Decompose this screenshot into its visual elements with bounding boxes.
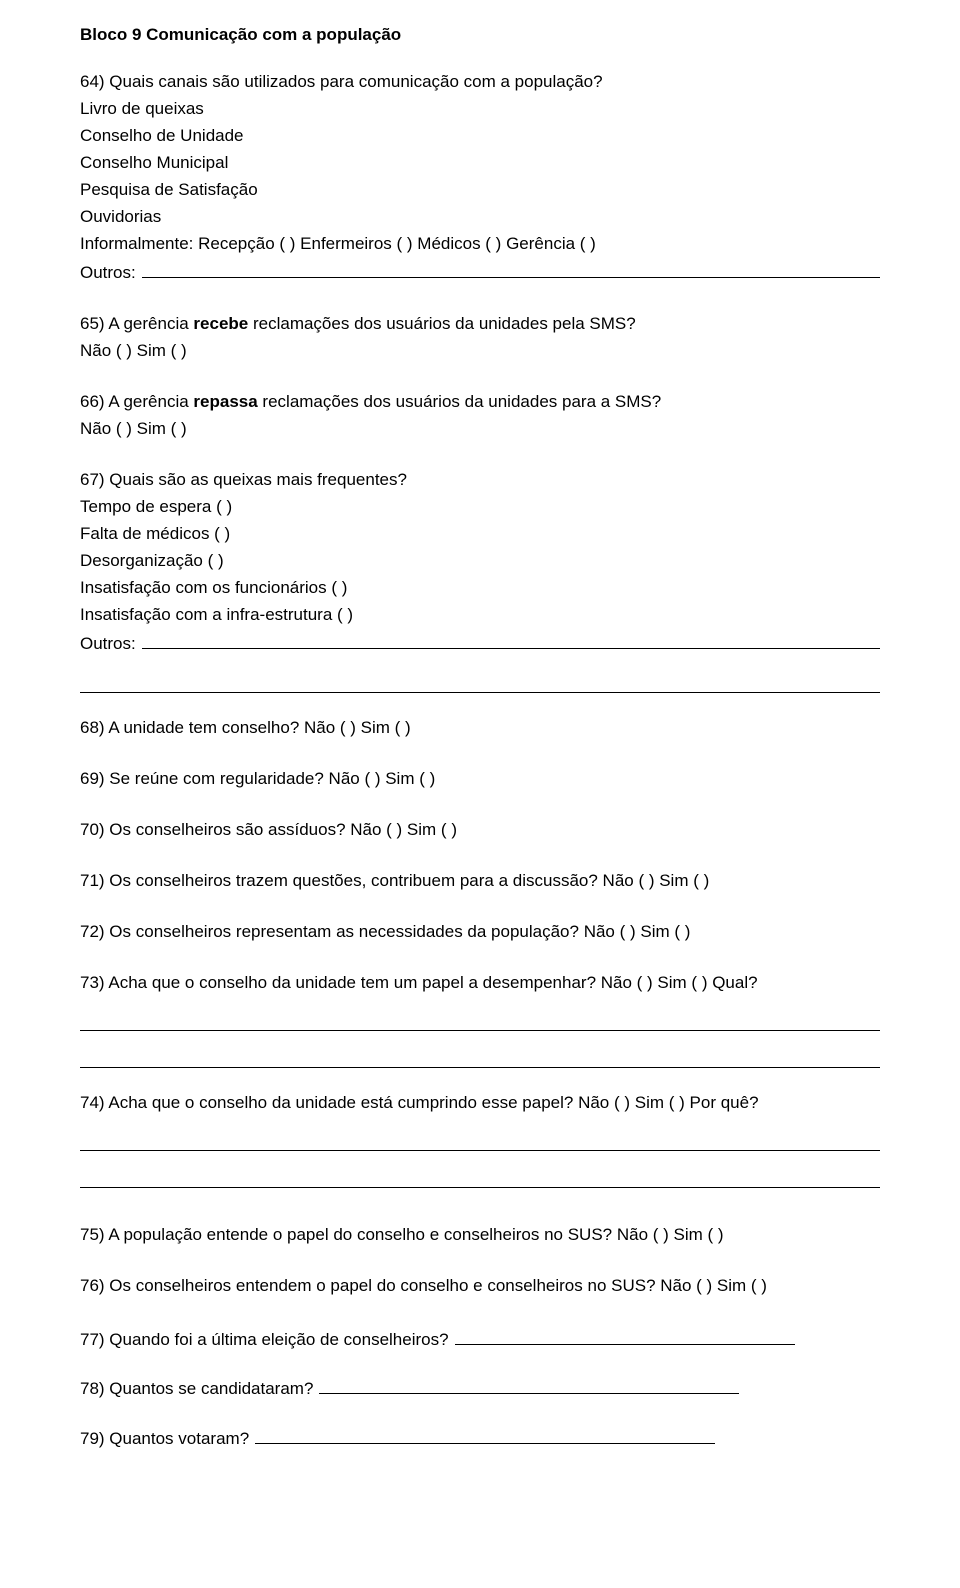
q66-post: reclamações dos usuários da unidades par… bbox=[258, 392, 662, 411]
q64-opt: Conselho Municipal bbox=[80, 152, 880, 175]
q78-row: 78) Quantos se candidataram? bbox=[80, 1376, 880, 1402]
q65-text: 65) A gerência recebe reclamações dos us… bbox=[80, 313, 880, 336]
outros-label: Outros: bbox=[80, 633, 142, 656]
q65-post: reclamações dos usuários da unidades pel… bbox=[248, 314, 635, 333]
blank-line bbox=[319, 1376, 739, 1395]
q67-opt: Insatisfação com a infra-estrutura ( ) bbox=[80, 604, 880, 627]
q78-text: 78) Quantos se candidataram? bbox=[80, 1378, 319, 1401]
q69-text: 69) Se reúne com regularidade? Não ( ) S… bbox=[80, 768, 880, 791]
q67-opt: Falta de médicos ( ) bbox=[80, 523, 880, 546]
blank-line bbox=[255, 1425, 715, 1444]
q64-text: 64) Quais canais são utilizados para com… bbox=[80, 71, 880, 94]
q64-outros: Outros: bbox=[80, 260, 880, 286]
q79-text: 79) Quantos votaram? bbox=[80, 1428, 255, 1451]
blank-line bbox=[80, 1049, 880, 1068]
q66-bold: repassa bbox=[193, 392, 257, 411]
bloco-title: Bloco 9 Comunicação com a população bbox=[80, 24, 880, 47]
blank-line bbox=[80, 1012, 880, 1031]
q79-row: 79) Quantos votaram? bbox=[80, 1425, 880, 1451]
q64-opt: Pesquisa de Satisfação bbox=[80, 179, 880, 202]
blank-line bbox=[80, 1133, 880, 1152]
q72-text: 72) Os conselheiros representam as neces… bbox=[80, 921, 880, 944]
q75-text: 75) A população entende o papel do conse… bbox=[80, 1224, 880, 1247]
blank-line bbox=[80, 674, 880, 693]
q74-text: 74) Acha que o conselho da unidade está … bbox=[80, 1092, 880, 1115]
q68-text: 68) A unidade tem conselho? Não ( ) Sim … bbox=[80, 717, 880, 740]
q66-text: 66) A gerência repassa reclamações dos u… bbox=[80, 391, 880, 414]
q65-bold: recebe bbox=[193, 314, 248, 333]
q67-text: 67) Quais são as queixas mais frequentes… bbox=[80, 469, 880, 492]
q67-opt: Insatisfação com os funcionários ( ) bbox=[80, 577, 880, 600]
q76-text: 76) Os conselheiros entendem o papel do … bbox=[80, 1275, 880, 1298]
q65-pre: 65) A gerência bbox=[80, 314, 193, 333]
outros-label: Outros: bbox=[80, 262, 142, 285]
q67-opt: Desorganização ( ) bbox=[80, 550, 880, 573]
q64-opt: Conselho de Unidade bbox=[80, 125, 880, 148]
blank-line bbox=[142, 260, 880, 279]
q70-text: 70) Os conselheiros são assíduos? Não ( … bbox=[80, 819, 880, 842]
q77-text: 77) Quando foi a última eleição de conse… bbox=[80, 1329, 455, 1352]
blank-line bbox=[455, 1326, 795, 1345]
q71-text: 71) Os conselheiros trazem questões, con… bbox=[80, 870, 880, 893]
q64-opt: Ouvidorias bbox=[80, 206, 880, 229]
q65-ans: Não ( ) Sim ( ) bbox=[80, 340, 880, 363]
blank-line bbox=[80, 1169, 880, 1188]
q64-opt: Informalmente: Recepção ( ) Enfermeiros … bbox=[80, 233, 880, 256]
blank-line bbox=[142, 631, 880, 650]
q77-row: 77) Quando foi a última eleição de conse… bbox=[80, 1326, 880, 1352]
q67-opt: Tempo de espera ( ) bbox=[80, 496, 880, 519]
q66-pre: 66) A gerência bbox=[80, 392, 193, 411]
q73-text: 73) Acha que o conselho da unidade tem u… bbox=[80, 972, 880, 995]
q64-opt: Livro de queixas bbox=[80, 98, 880, 121]
q67-outros: Outros: bbox=[80, 631, 880, 657]
q66-ans: Não ( ) Sim ( ) bbox=[80, 418, 880, 441]
